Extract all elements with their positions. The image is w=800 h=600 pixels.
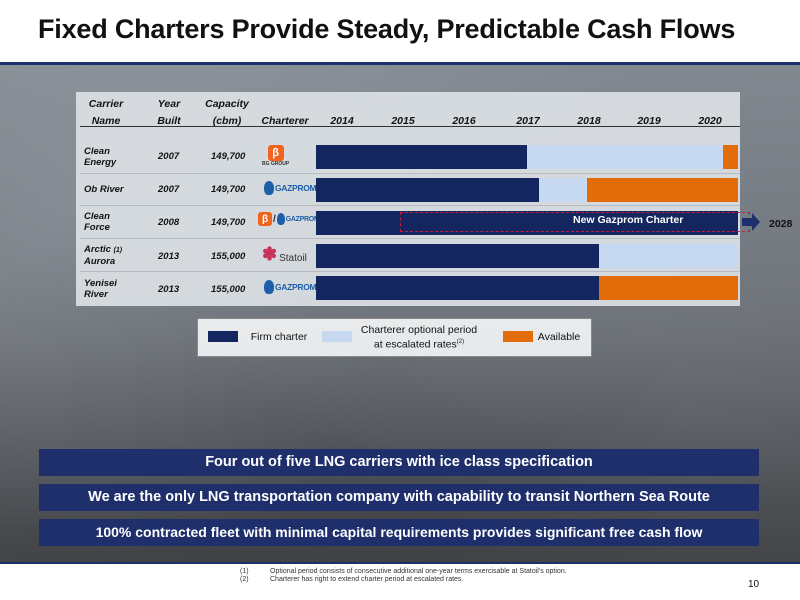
charter-bar-firm (316, 178, 540, 202)
gazprom-flame-icon (276, 213, 285, 225)
header-year: 2020 (698, 115, 722, 127)
carrier-name: Ob River (84, 184, 124, 195)
legend-swatch-firm (208, 331, 238, 342)
statoil-logo: ✽ Statoil (262, 244, 307, 264)
footnote-text: Optional period consists of consecutive … (270, 568, 567, 575)
charter-bar-firm (316, 244, 600, 268)
carrier-name: Clean Force (84, 211, 110, 233)
charter-bar-optional (599, 244, 738, 268)
year-built: 2013 (158, 251, 180, 262)
title-divider (0, 62, 800, 65)
row-divider (80, 238, 740, 239)
charter-bar-firm (316, 276, 600, 300)
header-capacity: Capacity (cbm) (205, 98, 249, 127)
gazprom-flame-icon (264, 280, 274, 294)
title-bar (0, 0, 800, 62)
charter-bar-optional (539, 178, 588, 202)
extension-year: 2028 (769, 218, 793, 230)
footnote-number: (2) (240, 576, 249, 583)
header-year: 2014 (330, 115, 354, 127)
gazprom-logo: GAZPROM (264, 181, 317, 195)
arrow-right-icon (742, 213, 760, 231)
charter-bar-available (722, 145, 738, 169)
header-year-built: Year Built (157, 98, 181, 127)
capacity: 149,700 (211, 151, 246, 162)
legend-swatch-optional (322, 331, 352, 342)
footnote-number: (1) (240, 568, 249, 575)
page-number: 10 (748, 579, 760, 590)
header-year: 2015 (391, 115, 415, 127)
year-built: 2013 (158, 284, 180, 295)
row-divider (80, 271, 740, 272)
legend-swatch-available (503, 331, 533, 342)
footer-divider (0, 562, 800, 564)
key-point-banner: Four out of five LNG carriers with ice c… (39, 449, 759, 476)
legend-label-optional: Charterer optional period at escalated r… (360, 324, 478, 351)
row-divider (80, 173, 740, 174)
charter-bar-available (599, 276, 738, 300)
charter-bar-available (587, 178, 738, 202)
header-charterer: Charterer (261, 115, 309, 127)
gazprom-flame-icon (264, 181, 274, 195)
header-year: 2018 (577, 115, 601, 127)
carrier-name: Arctic (1) Aurora (84, 244, 123, 267)
footnote-text: Charterer has right to extend charter pe… (270, 576, 464, 583)
bg-group-icon: β (258, 212, 272, 226)
capacity: 149,700 (211, 217, 246, 228)
gazprom-logo: GAZPROM (264, 280, 317, 294)
legend-label-available: Available (537, 331, 581, 343)
header-year: 2017 (516, 115, 540, 127)
footer (0, 562, 800, 600)
year-built: 2007 (158, 184, 180, 195)
carrier-name: Clean Energy (84, 146, 117, 168)
legend: Firm charter Charterer optional period a… (197, 318, 592, 357)
year-built: 2007 (158, 151, 180, 162)
header-year: 2016 (452, 115, 476, 127)
row-divider (80, 205, 740, 206)
page-title: Fixed Charters Provide Steady, Predictab… (38, 14, 736, 44)
header-divider (80, 126, 740, 127)
capacity: 155,000 (211, 251, 246, 262)
bg-gazprom-logo: β / GAZPROM (258, 212, 320, 226)
header-year: 2019 (637, 115, 661, 127)
bg-group-icon: β (267, 145, 284, 161)
new-charter-label: New Gazprom Charter (573, 214, 684, 226)
key-point-banner: 100% contracted fleet with minimal capit… (39, 519, 759, 546)
capacity: 149,700 (211, 184, 246, 195)
charter-bar-optional (527, 145, 723, 169)
key-point-banner: We are the only LNG transportation compa… (39, 484, 759, 511)
header-carrier-name: Carrier Name (88, 98, 124, 127)
bg-group-logo: β BG GROUP (262, 145, 290, 167)
charter-bar-firm (316, 145, 527, 169)
legend-label-firm: Firm charter (250, 331, 308, 343)
capacity: 155,000 (211, 284, 246, 295)
year-built: 2008 (158, 217, 180, 228)
carrier-name: Yenisei River (84, 278, 117, 300)
statoil-star-icon: ✽ (262, 244, 278, 264)
